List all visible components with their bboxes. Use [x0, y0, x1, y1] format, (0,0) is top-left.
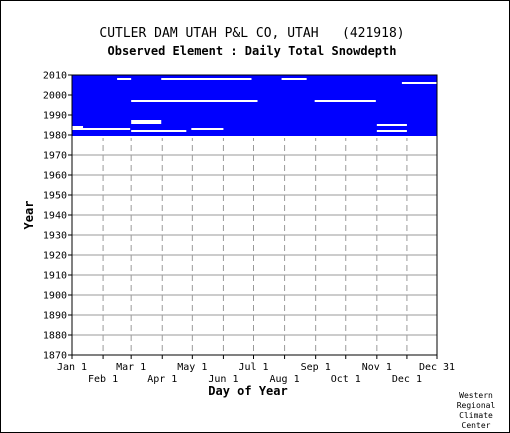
y-tick-label: 1870 — [43, 351, 67, 362]
credit-line: Climate — [459, 411, 493, 420]
data-region — [72, 75, 437, 138]
x-axis-label: Day of Year — [208, 384, 287, 398]
missing-data-segment — [131, 130, 187, 132]
x-axis-ticks: Jan 1 Mar 1 May 1 Jul 1 Sep 1 Nov 1 Dec 31 Feb … — [57, 355, 455, 385]
y-tick-label: 1980 — [43, 131, 67, 142]
y-tick-label: 1930 — [43, 231, 67, 242]
missing-data-segment — [131, 122, 162, 124]
x-tick-label: Aug 1 — [270, 374, 300, 385]
credit-line: Center — [462, 421, 491, 430]
x-tick-label: Nov 1 — [362, 362, 392, 373]
y-tick-label: 2010 — [43, 71, 67, 82]
chart-title: CUTLER DAM UTAH P&L CO, UTAH (421918) — [99, 26, 404, 41]
chart-subtitle: Observed Element : Daily Total Snowdepth — [108, 44, 397, 58]
missing-data-segment — [401, 82, 437, 84]
missing-data-segment — [72, 126, 84, 128]
y-tick-label: 1940 — [43, 211, 67, 222]
x-tick-label: Oct 1 — [331, 374, 361, 385]
y-tick-label: 1950 — [43, 191, 67, 202]
y-tick-label: 1880 — [43, 331, 67, 342]
missing-data-segment — [376, 124, 407, 126]
observed-data-block — [72, 75, 437, 137]
y-tick-label: 2000 — [43, 91, 67, 102]
x-tick-label: Sep 1 — [301, 362, 331, 373]
missing-data-segment — [131, 100, 258, 102]
x-tick-label: Mar 1 — [116, 362, 146, 373]
credit-line: Western — [459, 391, 493, 400]
y-tick-label: 1920 — [43, 251, 67, 262]
x-tick-label: Jul 1 — [238, 362, 268, 373]
missing-data-segment — [161, 78, 252, 80]
y-tick-label: 1960 — [43, 171, 67, 182]
y-tick-label: 1970 — [43, 151, 67, 162]
y-tick-label: 1910 — [43, 271, 67, 282]
x-tick-label: Jun 1 — [208, 374, 238, 385]
x-tick-label: Feb 1 — [88, 374, 118, 385]
x-tick-label: Dec 1 — [392, 374, 422, 385]
credit-line: Regional — [457, 401, 496, 410]
missing-data-segment — [376, 130, 407, 132]
x-tick-label: Jan 1 — [57, 362, 87, 373]
y-axis-label: Year — [22, 201, 36, 230]
missing-data-segment — [281, 78, 307, 80]
x-tick-label: May 1 — [177, 362, 207, 373]
missing-data-segment — [131, 120, 162, 122]
y-axis-ticks: 1870 1880 1890 1900 1910 1920 1930 1940 1950 1960… — [43, 71, 72, 362]
y-tick-label: 1900 — [43, 291, 67, 302]
missing-data-segment — [72, 128, 131, 130]
missing-data-segment — [117, 78, 132, 80]
missing-data-segment — [72, 136, 437, 138]
missing-data-segment — [191, 128, 224, 130]
y-tick-label: 1990 — [43, 111, 67, 122]
y-tick-label: 1890 — [43, 311, 67, 322]
missing-data-segment — [314, 100, 376, 102]
x-tick-label: Apr 1 — [147, 374, 177, 385]
x-tick-label: Dec 31 — [419, 362, 455, 373]
